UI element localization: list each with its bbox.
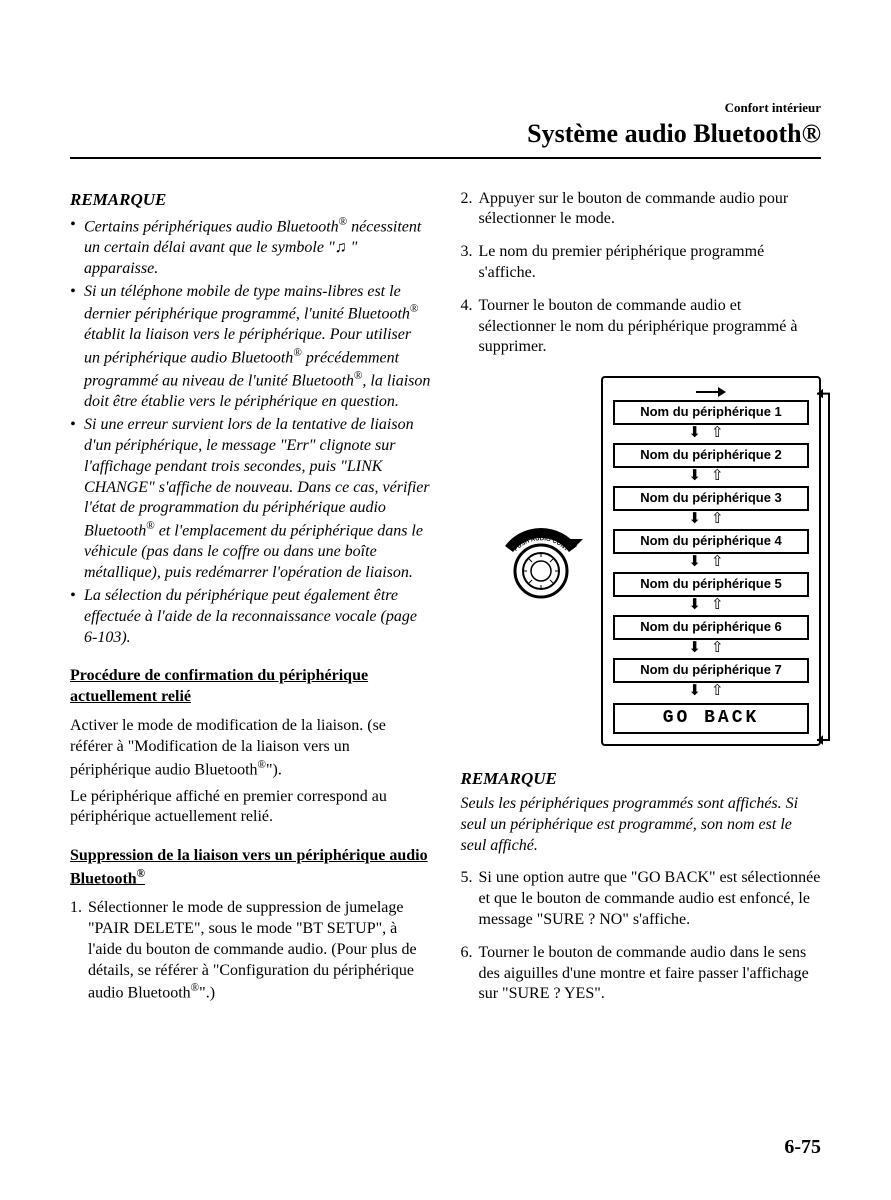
section-1-para-2: Le périphérique affiché en premier corre… bbox=[70, 787, 431, 829]
left-ordered-list: 1. Sélectionner le mode de suppression d… bbox=[70, 898, 431, 1004]
header-section: Confort intérieur bbox=[70, 100, 821, 117]
step-6: 6. Tourner le bouton de commande audio d… bbox=[479, 943, 822, 1005]
remarque-bullets: Certains périphériques audio Bluetooth® … bbox=[70, 215, 431, 649]
dial-icon: PUSH AUDIO CONT bbox=[491, 511, 591, 611]
sec2-title-a: Suppression de la liaison vers un périph… bbox=[70, 847, 428, 887]
bullet-4-text: La sélection du périphérique peut égalem… bbox=[84, 587, 417, 646]
page-number: 6-75 bbox=[784, 1134, 821, 1160]
arrows-row: ⬇⇧ bbox=[613, 425, 809, 443]
menu-item-1: Nom du périphérique 1 bbox=[613, 400, 809, 425]
menu-item-7: Nom du périphérique 7 bbox=[613, 658, 809, 683]
step-5-text: Si une option autre que "GO BACK" est sé… bbox=[479, 869, 821, 928]
right-ordered-list-top: 2. Appuyer sur le bouton de commande aud… bbox=[461, 189, 822, 359]
bullet-1: Certains périphériques audio Bluetooth® … bbox=[84, 215, 431, 280]
step-1-b: ".) bbox=[199, 985, 215, 1002]
header-rule bbox=[70, 157, 821, 159]
device-menu-diagram: PUSH AUDIO CONT Nom du périphérique 1 ⬇⇧ bbox=[461, 376, 822, 746]
step-2-text: Appuyer sur le bouton de commande audio … bbox=[479, 190, 789, 228]
menu-item-3: Nom du périphérique 3 bbox=[613, 486, 809, 511]
sec1-p1-a: Activer le mode de modification de la li… bbox=[70, 717, 386, 778]
menu-item-5: Nom du périphérique 5 bbox=[613, 572, 809, 597]
entry-arrow-icon bbox=[613, 386, 809, 398]
bullet-1-text-a: Certains périphériques audio Bluetooth bbox=[84, 218, 339, 235]
right-column: 2. Appuyer sur le bouton de commande aud… bbox=[461, 189, 822, 1017]
step-4: 4. Tourner le bouton de commande audio e… bbox=[479, 296, 822, 358]
section-1-para-1: Activer le mode de modification de la li… bbox=[70, 716, 431, 781]
step-6-text: Tourner le bouton de commande audio dans… bbox=[479, 944, 809, 1003]
step-3: 3. Le nom du premier périphérique progra… bbox=[479, 242, 822, 284]
section-1-title: Procédure de confirmation du périphériqu… bbox=[70, 666, 431, 708]
step-3-num: 3. bbox=[461, 242, 473, 263]
audio-dial: PUSH AUDIO CONT bbox=[491, 511, 591, 611]
header-title: Système audio Bluetooth® bbox=[70, 117, 821, 151]
step-2-num: 2. bbox=[461, 189, 473, 210]
arrows-row: ⬇⇧ bbox=[613, 597, 809, 615]
bullet-2-sup2: ® bbox=[293, 347, 302, 359]
step-1-sup: ® bbox=[191, 982, 200, 994]
step-1: 1. Sélectionner le mode de suppression d… bbox=[88, 898, 431, 1004]
step-6-num: 6. bbox=[461, 943, 473, 964]
bullet-4: La sélection du périphérique peut égalem… bbox=[84, 586, 431, 648]
step-5-num: 5. bbox=[461, 868, 473, 889]
step-1-a: Sélectionner le mode de suppression de j… bbox=[88, 899, 417, 1002]
section-2-title: Suppression de la liaison vers un périph… bbox=[70, 846, 431, 890]
step-4-num: 4. bbox=[461, 296, 473, 317]
sec1-p1-b: "). bbox=[266, 761, 282, 778]
menu-item-4: Nom du périphérique 4 bbox=[613, 529, 809, 554]
arrows-row: ⬇⇧ bbox=[613, 511, 809, 529]
bullet-3: Si une erreur survient lors de la tentat… bbox=[84, 415, 431, 584]
page-header: Confort intérieur Système audio Bluetoot… bbox=[70, 100, 821, 151]
step-2: 2. Appuyer sur le bouton de commande aud… bbox=[479, 189, 822, 231]
menu-item-6: Nom du périphérique 6 bbox=[613, 615, 809, 640]
remarque-label-right: REMARQUE bbox=[461, 768, 822, 790]
step-3-text: Le nom du premier périphérique programmé… bbox=[479, 243, 765, 281]
bullet-1-sup: ® bbox=[339, 216, 348, 228]
arrows-row: ⬇⇧ bbox=[613, 468, 809, 486]
arrows-row: ⬇⇧ bbox=[613, 683, 809, 701]
go-back-item: GO BACK bbox=[613, 703, 809, 734]
step-4-text: Tourner le bouton de commande audio et s… bbox=[479, 297, 798, 356]
left-column: REMARQUE Certains périphériques audio Bl… bbox=[70, 189, 431, 1017]
right-ordered-list-bottom: 5. Si une option autre que "GO BACK" est… bbox=[461, 868, 822, 1005]
remarque-label: REMARQUE bbox=[70, 189, 431, 211]
loop-arrow-icon bbox=[815, 384, 835, 750]
step-5: 5. Si une option autre que "GO BACK" est… bbox=[479, 868, 822, 930]
arrows-row: ⬇⇧ bbox=[613, 554, 809, 572]
page: Confort intérieur Système audio Bluetoot… bbox=[0, 0, 891, 1067]
remarque-text-right: Seuls les périphériques programmés sont … bbox=[461, 794, 822, 856]
bullet-2: Si un téléphone mobile de type mains-lib… bbox=[84, 282, 431, 414]
bullet-2-sup1: ® bbox=[410, 303, 419, 315]
sec1-p1-sup: ® bbox=[258, 759, 267, 771]
bullet-3-sup: ® bbox=[146, 520, 155, 532]
menu-item-2: Nom du périphérique 2 bbox=[613, 443, 809, 468]
arrows-row: ⬇⇧ bbox=[613, 640, 809, 658]
two-columns: REMARQUE Certains périphériques audio Bl… bbox=[70, 189, 821, 1017]
step-1-num: 1. bbox=[70, 898, 82, 919]
menu-stack: Nom du périphérique 1 ⬇⇧ Nom du périphér… bbox=[601, 376, 821, 746]
bullet-2-a: Si un téléphone mobile de type mains-lib… bbox=[84, 283, 410, 323]
sec2-title-sup: ® bbox=[137, 868, 145, 880]
bullet-3-a: Si une erreur survient lors de la tentat… bbox=[84, 416, 430, 539]
